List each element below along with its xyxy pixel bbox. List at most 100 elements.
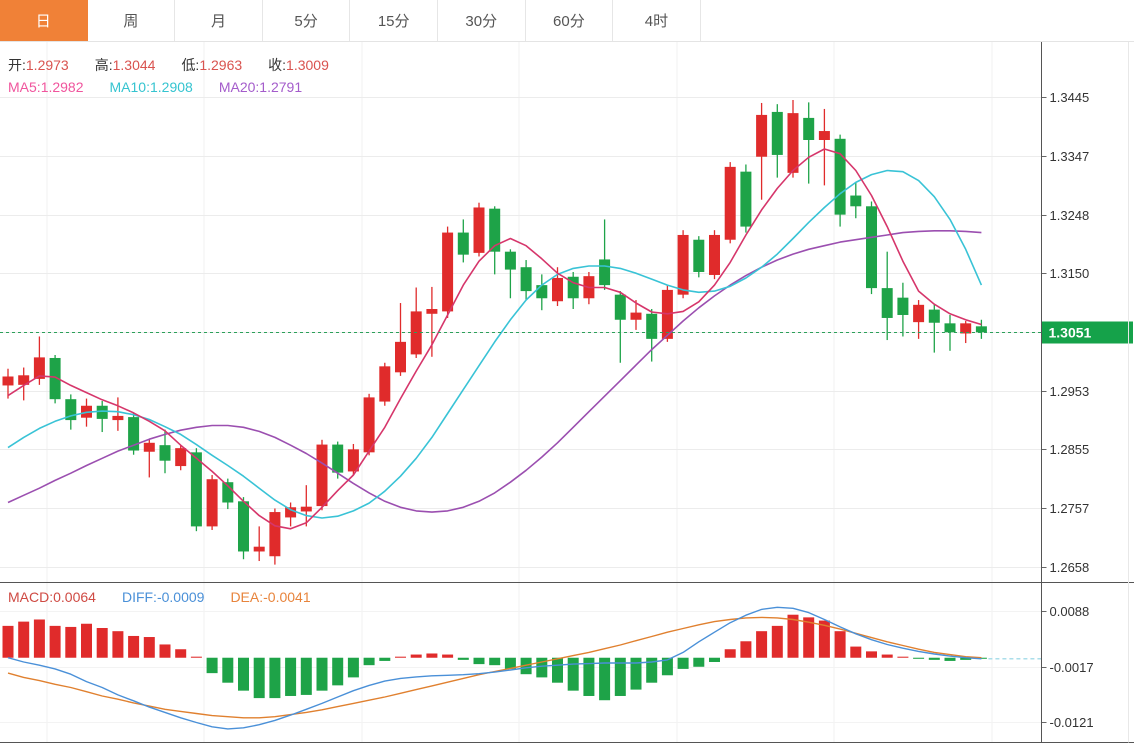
current-price-badge — [1041, 321, 1133, 344]
candle-down — [850, 195, 862, 207]
macd-bar-positive — [724, 649, 736, 658]
candle-down — [536, 285, 548, 299]
macd-tick-label: 0.0088 — [1050, 604, 1090, 619]
macd-bar-negative — [504, 657, 516, 669]
macd-bar-negative — [332, 657, 344, 686]
macd-bar-negative — [269, 657, 281, 699]
macd-bar-positive — [442, 654, 454, 658]
candle-up — [18, 375, 30, 385]
price-tick-label: 1.2855 — [1050, 442, 1090, 457]
macd-bar-negative — [536, 657, 548, 678]
macd-bar-negative — [379, 657, 391, 661]
tab-month[interactable]: 月 — [175, 0, 263, 41]
macd-bar-positive — [2, 625, 14, 658]
macd-bar-positive — [96, 627, 108, 658]
tab-30min[interactable]: 30分 — [437, 0, 526, 41]
diff-line — [7, 606, 982, 730]
macd-bar-negative — [913, 657, 925, 659]
price-tick-label: 1.2757 — [1050, 501, 1090, 516]
macd-bar-negative — [238, 657, 249, 691]
candle-down — [489, 208, 501, 252]
macd-bar-positive — [756, 631, 768, 658]
candle-up — [818, 131, 830, 140]
candle-up — [363, 397, 375, 453]
macd-bar-positive — [159, 644, 171, 658]
tab-4hour[interactable]: 4时 — [613, 0, 701, 41]
macd-bar-negative — [567, 657, 579, 691]
macd-bar-positive — [881, 654, 893, 658]
candle-down — [928, 309, 940, 323]
candle-up — [253, 546, 265, 552]
tab-5min[interactable]: 5分 — [262, 0, 351, 41]
candle-up — [756, 114, 768, 157]
candle-up — [677, 234, 689, 295]
candle-up — [143, 442, 155, 452]
macd-bar-negative — [489, 657, 501, 666]
candle-down — [190, 452, 202, 527]
tab-week[interactable]: 周 — [87, 0, 176, 41]
macd-bar-negative — [646, 657, 658, 683]
macd-bar-negative — [222, 657, 234, 683]
candle-down — [897, 297, 909, 315]
candle-up — [33, 357, 45, 379]
macd-bar-positive — [143, 637, 155, 658]
candle-down — [238, 501, 249, 552]
macd-bar-positive — [33, 619, 45, 658]
macd-bar-negative — [363, 657, 375, 666]
macd-bar-positive — [787, 614, 799, 658]
candle-up — [112, 415, 124, 421]
macd-bar-negative — [347, 657, 359, 678]
macd-bar-positive — [850, 646, 862, 658]
candle-up — [709, 234, 720, 275]
macd-bar-positive — [803, 617, 815, 658]
candle-down — [504, 251, 516, 270]
macd-bar-positive — [112, 631, 124, 658]
candle-up — [175, 448, 187, 467]
price-tick-label: 1.3347 — [1050, 149, 1090, 164]
candle-up — [300, 506, 312, 512]
tab-day[interactable]: 日 — [0, 0, 88, 41]
candle-down — [332, 444, 344, 473]
candle-down — [834, 138, 846, 215]
candle-up — [206, 479, 218, 527]
candle-down — [614, 294, 626, 320]
candlestick-macd-chart[interactable]: 1.3445 1.3347 1.3248 1.3150 1.3051 1.2953 1.28… — [0, 42, 1134, 745]
macd-bar-negative — [316, 657, 328, 691]
price-tick-label: 1.3150 — [1050, 266, 1090, 281]
macd-bar-positive — [395, 656, 406, 658]
macd-bar-negative — [285, 657, 297, 696]
candle-up — [724, 166, 736, 240]
tab-15min[interactable]: 15分 — [350, 0, 438, 41]
macd-bar-negative — [457, 657, 469, 660]
candle-up — [473, 207, 485, 253]
macd-bar-negative — [473, 657, 485, 665]
timeframe-tabbar: 日周月 5分 15分 30分 60分 4时 — [0, 0, 1134, 42]
macd-bar-positive — [81, 623, 92, 658]
candle-down — [65, 399, 77, 421]
price-tick-label: 1.3248 — [1050, 208, 1090, 223]
macd-bar-negative — [614, 657, 626, 696]
candle-up — [630, 312, 642, 320]
macd-bar-negative — [253, 657, 265, 699]
candle-up — [395, 341, 406, 373]
macd-bar-negative — [693, 657, 705, 667]
candle-down — [49, 357, 61, 400]
macd-bar-positive — [410, 654, 422, 658]
candle-down — [159, 445, 171, 461]
candle-down — [646, 313, 658, 339]
candle-down — [599, 259, 611, 286]
candle-down — [128, 417, 140, 451]
macd-bar-positive — [65, 626, 77, 658]
macd-bar-positive — [49, 625, 61, 658]
tab-60min[interactable]: 60分 — [525, 0, 614, 41]
macd-bar-negative — [661, 657, 673, 676]
chart-area[interactable]: 1.3445 1.3347 1.3248 1.3150 1.3051 1.2953 1.28… — [0, 42, 1134, 745]
macd-bar-positive — [897, 656, 909, 658]
candle-up — [787, 113, 799, 173]
macd-bar-negative — [630, 657, 642, 690]
current-price-value: 1.3051 — [1049, 325, 1092, 341]
candle-up — [960, 323, 972, 334]
price-tick-label: 1.2658 — [1050, 560, 1090, 575]
macd-bar-positive — [834, 631, 846, 658]
macd-bar-negative — [300, 657, 312, 695]
